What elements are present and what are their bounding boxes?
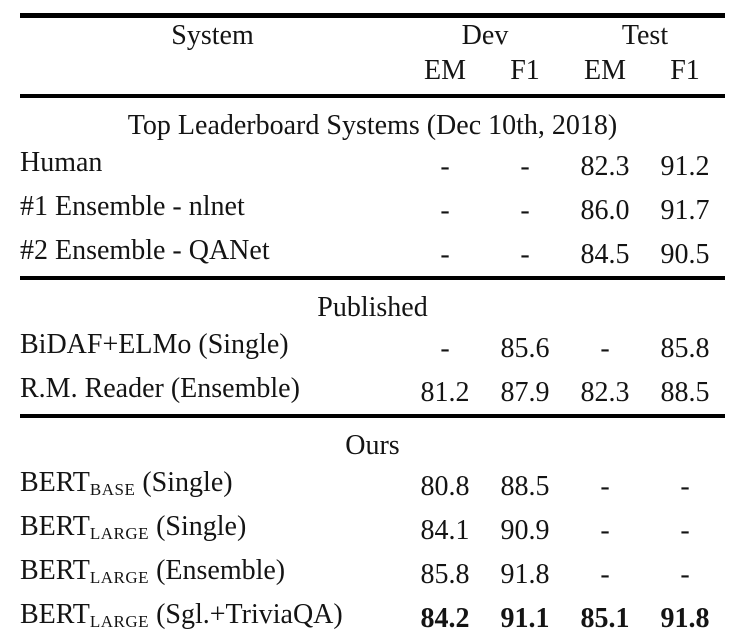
cell-test-em: -	[600, 470, 610, 502]
cell-test-em: 86.0	[580, 194, 630, 226]
cell-test-f1: 85.8	[660, 332, 710, 364]
system-label: Human	[20, 147, 103, 178]
cell-dev-f1: -	[520, 194, 530, 226]
table-row: BERTBASE (Single) 80.8 88.5 - -	[20, 464, 725, 508]
cell-system: BERTLARGE (Single)	[20, 508, 405, 552]
table-row: BERTLARGE (Single) 84.1 90.9 - -	[20, 508, 725, 552]
cell-test-em: 84.5	[580, 238, 630, 270]
system-label: R.M. Reader (Ensemble)	[20, 373, 300, 404]
section-title: Ours	[345, 430, 400, 461]
cell-test-f1: 88.5	[660, 376, 710, 408]
header-dev-f1: F1	[510, 55, 540, 86]
cell-system: R.M. Reader (Ensemble)	[20, 370, 405, 416]
cell-dev-em: 84.2	[420, 602, 470, 632]
header-test-f1: F1	[670, 55, 700, 86]
system-label: BERT	[20, 467, 90, 498]
system-subscript: LARGE	[89, 568, 150, 587]
header-dev-em: EM	[424, 55, 466, 86]
system-label: BERT	[20, 511, 90, 542]
cell-system: BERTBASE (Single)	[20, 464, 405, 508]
header-test-em: EM	[584, 55, 626, 86]
table-row: BERTLARGE (Ensemble) 85.8 91.8 - -	[20, 552, 725, 596]
section-title: Top Leaderboard Systems (Dec 10th, 2018)	[127, 110, 618, 141]
section-title: Published	[317, 292, 428, 323]
cell-test-em: 85.1	[580, 602, 630, 632]
cell-dev-f1: 88.5	[500, 470, 550, 502]
cell-dev-f1: 91.8	[500, 558, 550, 590]
cell-dev-em: -	[440, 150, 450, 182]
cell-dev-f1: -	[520, 238, 530, 270]
table-row: BERTLARGE (Sgl.+TriviaQA) 84.2 91.1 85.1…	[20, 596, 725, 632]
table-header: System Dev Test EM F1 EM F1	[20, 16, 725, 96]
cell-dev-em: 85.8	[420, 558, 470, 590]
cell-test-f1: 91.2	[660, 150, 710, 182]
table-row: R.M. Reader (Ensemble) 81.2 87.9 82.3 88…	[20, 370, 725, 416]
cell-test-em: 82.3	[580, 376, 630, 408]
cell-system: BERTLARGE (Sgl.+TriviaQA)	[20, 596, 405, 632]
cell-test-f1: -	[680, 514, 690, 546]
header-group-row: System Dev Test	[20, 16, 725, 55]
system-label-suffix: (Ensemble)	[149, 555, 286, 586]
cell-dev-f1: 91.1	[500, 602, 550, 632]
header-dev-group: Dev	[461, 20, 509, 51]
system-label-suffix: (Single)	[135, 467, 233, 498]
cell-test-em: 82.3	[580, 150, 630, 182]
cell-dev-f1: 90.9	[500, 514, 550, 546]
cell-system: #2 Ensemble - QANet	[20, 232, 405, 278]
cell-test-f1: 91.7	[660, 194, 710, 226]
table-row: #2 Ensemble - QANet - - 84.5 90.5	[20, 232, 725, 278]
cell-dev-em: 80.8	[420, 470, 470, 502]
system-subscript: BASE	[89, 480, 136, 499]
system-label-suffix: (Single)	[149, 511, 247, 542]
system-label: BiDAF+ELMo (Single)	[20, 329, 289, 360]
system-subscript: LARGE	[89, 612, 150, 631]
system-label: #2 Ensemble - QANet	[20, 235, 270, 266]
cell-test-f1: 90.5	[660, 238, 710, 270]
table-row: #1 Ensemble - nlnet - - 86.0 91.7	[20, 188, 725, 232]
cell-system: #1 Ensemble - nlnet	[20, 188, 405, 232]
table-row: Human - - 82.3 91.2	[20, 144, 725, 188]
cell-test-em: -	[600, 332, 610, 364]
cell-system: BiDAF+ELMo (Single)	[20, 326, 405, 370]
system-label-suffix: (Sgl.+TriviaQA)	[149, 599, 343, 630]
header-test-group: Test	[621, 20, 669, 51]
system-label: #1 Ensemble - nlnet	[20, 191, 245, 222]
header-metric-row: EM F1 EM F1	[20, 54, 725, 96]
cell-system: BERTLARGE (Ensemble)	[20, 552, 405, 596]
cell-test-em: -	[600, 514, 610, 546]
cell-test-f1: 91.8	[660, 602, 710, 632]
section-title-row: Ours	[20, 416, 725, 464]
system-label: BERT	[20, 555, 90, 586]
header-system: System	[171, 20, 254, 51]
cell-dev-em: -	[440, 194, 450, 226]
cell-dev-em: -	[440, 238, 450, 270]
cell-dev-f1: 87.9	[500, 376, 550, 408]
system-label: BERT	[20, 599, 90, 630]
system-subscript: LARGE	[89, 524, 150, 543]
cell-dev-em: 84.1	[420, 514, 470, 546]
cell-dev-em: 81.2	[420, 376, 470, 408]
section-leaderboard: Top Leaderboard Systems (Dec 10th, 2018)…	[20, 96, 725, 278]
header-spacer	[20, 54, 405, 96]
cell-dev-em: -	[440, 332, 450, 364]
section-title-row: Published	[20, 278, 725, 326]
section-ours: Ours BERTBASE (Single) 80.8 88.5 - - BER…	[20, 416, 725, 632]
squad-results-table: System Dev Test EM F1 EM F1 Top Leaderbo…	[20, 13, 725, 632]
cell-dev-f1: 85.6	[500, 332, 550, 364]
section-published: Published BiDAF+ELMo (Single) - 85.6 - 8…	[20, 278, 725, 416]
cell-dev-f1: -	[520, 150, 530, 182]
cell-test-f1: -	[680, 558, 690, 590]
cell-system: Human	[20, 144, 405, 188]
section-title-row: Top Leaderboard Systems (Dec 10th, 2018)	[20, 96, 725, 144]
cell-test-f1: -	[680, 470, 690, 502]
cell-test-em: -	[600, 558, 610, 590]
table-row: BiDAF+ELMo (Single) - 85.6 - 85.8	[20, 326, 725, 370]
